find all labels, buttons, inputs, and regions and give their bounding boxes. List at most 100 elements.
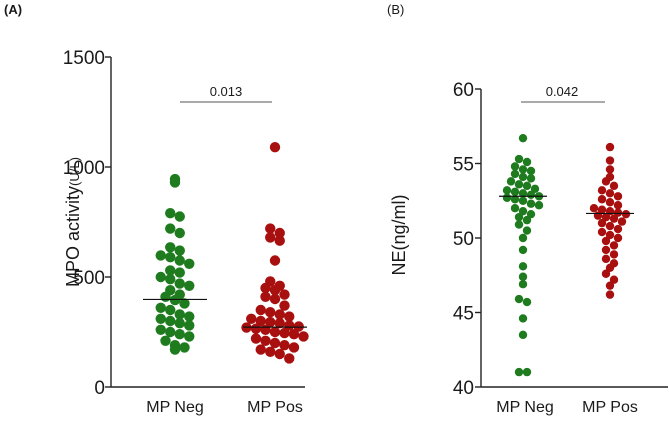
panel-b-point-pos: [605, 165, 615, 174]
panel-b-y-ticks: 40 45 50 55 60: [453, 80, 481, 399]
panel-b-point-neg: [502, 186, 512, 195]
panel-a-point-pos: [288, 329, 300, 340]
panel-a-point-pos: [288, 342, 300, 353]
panel-a-point-pos: [279, 327, 290, 339]
panel-b-point-pos: [621, 209, 631, 219]
panel-b-point-pos: [597, 218, 607, 228]
panel-b-point-pos: [609, 241, 619, 250]
panel-b-point-pos: [597, 205, 607, 214]
panel-b-point-neg: [518, 189, 528, 198]
panel-b-point-pos: [605, 198, 615, 207]
panel-b-point-neg: [522, 157, 532, 167]
panel-a-point-neg: [160, 335, 171, 346]
panel-b-point-pos: [605, 263, 615, 272]
panel-a-point-pos: [260, 324, 271, 335]
panel-a-y-axis-title: MPO activity(U/L): [63, 157, 83, 287]
panel-a-point-pos: [265, 346, 276, 357]
panel-b-point-pos: [601, 245, 611, 255]
panel-a-y-ticks: 0 500 1000 1500: [63, 48, 111, 399]
panel-a-point-pos: [265, 232, 276, 243]
panel-b-point-pos: [597, 195, 607, 204]
panel-a-point-neg: [165, 274, 176, 285]
panel-b-point-neg: [522, 181, 532, 191]
panel-b-point-neg: [530, 184, 540, 194]
panel-b-point-pos: [605, 281, 615, 290]
panel-b-point-neg: [518, 233, 528, 243]
panel-b-label: (B): [387, 2, 404, 17]
panel-a-point-neg: [174, 329, 185, 340]
panel-a-point-neg: [165, 242, 176, 253]
panel-a-point-neg: [169, 294, 181, 306]
panel-a-point-pos: [255, 344, 266, 355]
panel-a-point-neg: [155, 302, 166, 313]
panel-a-point-neg: [184, 258, 195, 269]
panel-b-point-neg: [518, 279, 528, 289]
panel-a-y-tick-label: 500: [73, 268, 105, 289]
panel-a-points: [155, 142, 309, 364]
panel-b-point-neg: [534, 201, 544, 210]
panel-b-p-value: 0.042: [546, 84, 579, 99]
panel-a-point-neg: [155, 324, 166, 335]
panel-b-point-pos: [601, 212, 611, 222]
panel-a-point-neg: [155, 250, 166, 261]
panel-a: (A) MPO activity(U/L) 0 500 1000 1500 0.013…: [4, 2, 309, 416]
panel-a-category-pos: MP Pos: [247, 399, 303, 416]
panel-b-point-pos: [609, 214, 619, 223]
panel-b-point-pos: [589, 204, 599, 213]
panel-a-point-neg: [165, 223, 176, 234]
panel-a-point-pos: [298, 331, 309, 342]
panel-a-point-pos: [250, 333, 262, 344]
panel-b-y-tick-label: 45: [453, 304, 474, 325]
panel-a-point-pos: [284, 311, 295, 322]
panel-a-point-pos: [279, 289, 290, 300]
panel-a-point-pos: [260, 291, 271, 302]
panel-a-point-neg: [174, 211, 185, 222]
panel-a-point-pos: [274, 227, 285, 239]
panel-a-point-neg: [184, 331, 195, 342]
panel-a-point-neg: [174, 245, 185, 256]
panel-b-point-pos: [609, 250, 619, 259]
panel-a-y-tick-label: 1500: [63, 48, 105, 69]
panel-b-category-neg: MP Neg: [496, 399, 554, 416]
panel-b-point-neg: [522, 215, 532, 225]
panel-b-point-pos: [605, 142, 615, 152]
panel-b-point-neg: [510, 169, 520, 179]
panel-b-point-neg: [518, 196, 528, 205]
panel-b-y-tick-label: 40: [453, 378, 474, 399]
panel-a-point-pos: [279, 340, 290, 351]
panel-b-point-neg: [518, 172, 528, 182]
panel-a-category-neg: MP Neg: [146, 399, 204, 416]
panel-b-point-pos: [597, 227, 607, 237]
panel-b-point-pos: [601, 177, 611, 186]
panel-a-point-neg: [179, 342, 190, 353]
panel-a-point-pos: [269, 337, 281, 349]
panel-b-point-neg: [526, 166, 536, 176]
panel-b-point-neg: [518, 206, 528, 216]
panel-a-point-pos: [293, 321, 304, 332]
panel-a-point-neg: [174, 255, 185, 266]
panel-a-point-pos: [269, 326, 281, 338]
panel-b-point-neg: [510, 195, 520, 204]
panel-b-point-neg: [518, 314, 528, 323]
panel-b-point-neg: [526, 190, 536, 199]
panel-a-point-neg: [169, 177, 181, 188]
panel-a-point-neg: [184, 280, 195, 291]
panel-a-point-neg: [169, 344, 181, 355]
panel-a-point-neg: [174, 309, 185, 320]
panel-a-y-tick-label: 1000: [63, 158, 105, 179]
panel-a-point-pos: [274, 235, 285, 246]
panel-b-point-neg: [514, 367, 524, 377]
panel-a-point-neg: [160, 291, 171, 302]
panel-a-y-axis-title-unit: (U/L): [67, 157, 82, 186]
panel-b-point-pos: [605, 290, 615, 299]
panel-b-point-neg: [518, 245, 528, 255]
panel-a-point-pos: [284, 353, 295, 364]
panel-b-category-pos: MP Pos: [582, 399, 638, 416]
panel-a-point-pos: [269, 285, 281, 296]
panel-b-point-neg: [518, 133, 528, 143]
panel-a-point-pos: [246, 313, 257, 324]
panel-b-point-pos: [609, 275, 619, 284]
panel-b-point-pos: [605, 230, 615, 240]
panel-b-y-tick-label: 50: [453, 229, 474, 250]
panel-b-y-tick-label: 60: [453, 80, 474, 101]
